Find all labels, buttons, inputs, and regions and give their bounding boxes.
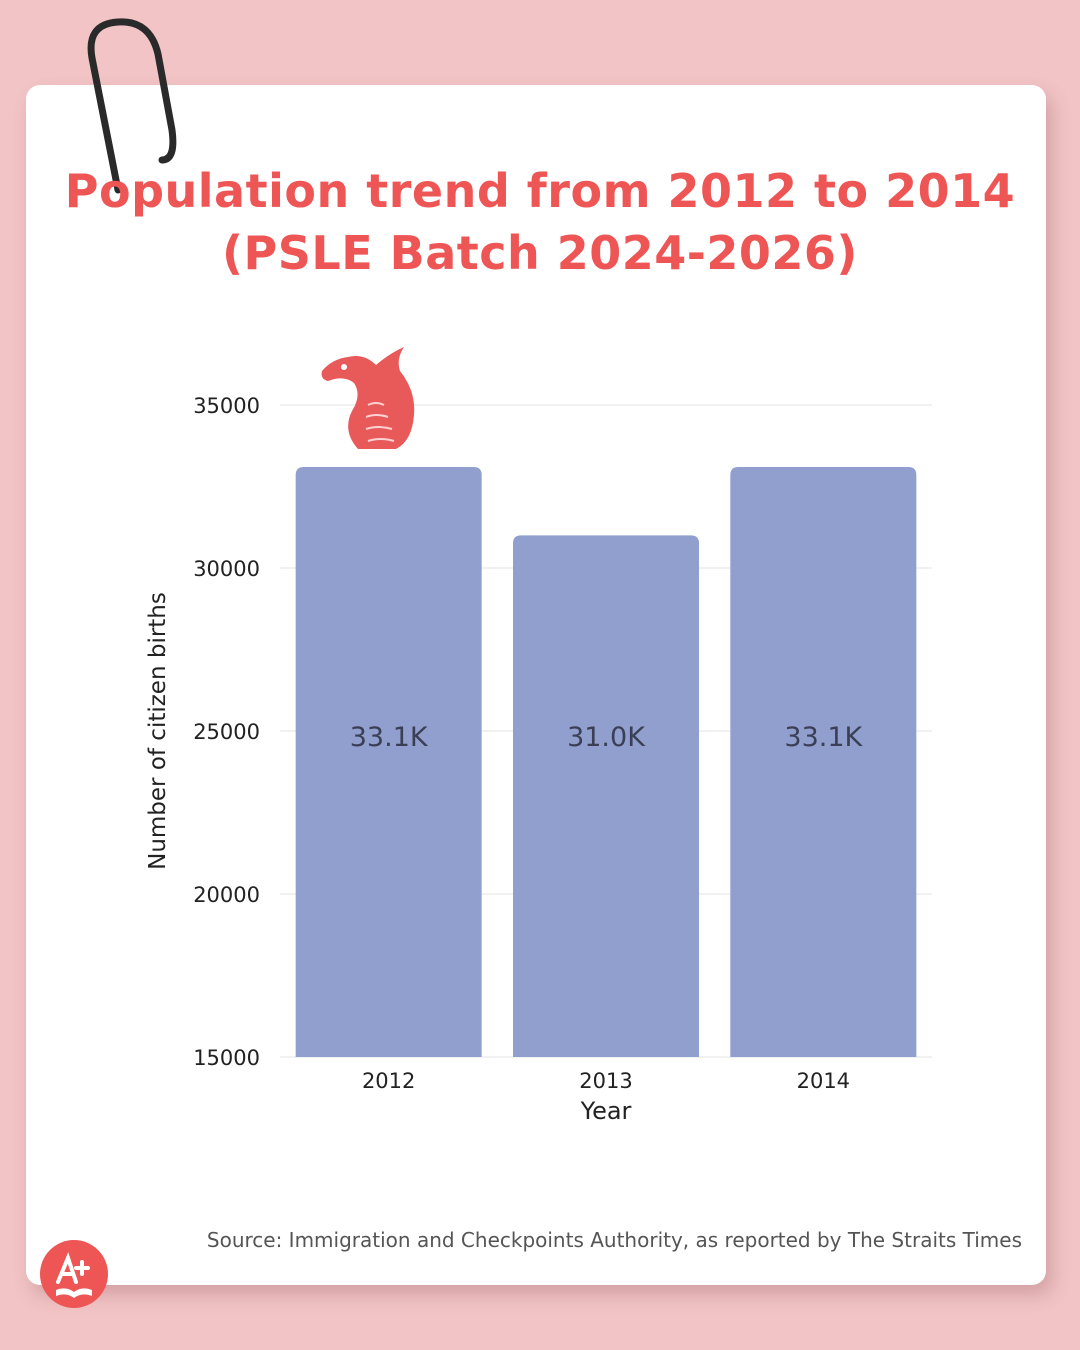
y-tick-label: 20000 — [193, 883, 260, 907]
bar-2014 — [730, 466, 917, 1057]
data-label: 31.0K — [567, 722, 646, 753]
y-axis-label: Number of citizen births — [145, 592, 171, 870]
a-plus-logo-icon — [40, 1240, 108, 1308]
title-line-1: Population trend from 2012 to 2014 — [64, 164, 1016, 218]
bar-2012 — [295, 466, 482, 1057]
bar-2013 — [513, 535, 699, 1057]
x-axis-label: Year — [580, 1097, 632, 1125]
paperclip-icon — [87, 18, 177, 194]
y-tick-label: 25000 — [193, 720, 260, 744]
title-line-2: (PSLE Batch 2024-2026) — [222, 226, 858, 280]
source-note: Source: Immigration and Checkpoints Auth… — [206, 1228, 1022, 1252]
dragon-icon — [321, 347, 415, 449]
y-tick-label: 35000 — [193, 394, 260, 418]
x-tick-label: 2014 — [797, 1069, 850, 1093]
y-tick-label: 30000 — [193, 557, 260, 581]
x-tick-label: 2012 — [362, 1069, 415, 1093]
data-label: 33.1K — [784, 722, 863, 753]
x-tick-label: 2013 — [579, 1069, 632, 1093]
bar-chart: 15000 20000 25000 30000 35000 33.1K 2012 31.0K 2… — [145, 394, 932, 1125]
chart-title: Population trend from 2012 to 2014 (PSLE… — [0, 160, 1080, 284]
y-tick-label: 15000 — [193, 1046, 260, 1070]
data-label: 33.1K — [350, 722, 429, 753]
